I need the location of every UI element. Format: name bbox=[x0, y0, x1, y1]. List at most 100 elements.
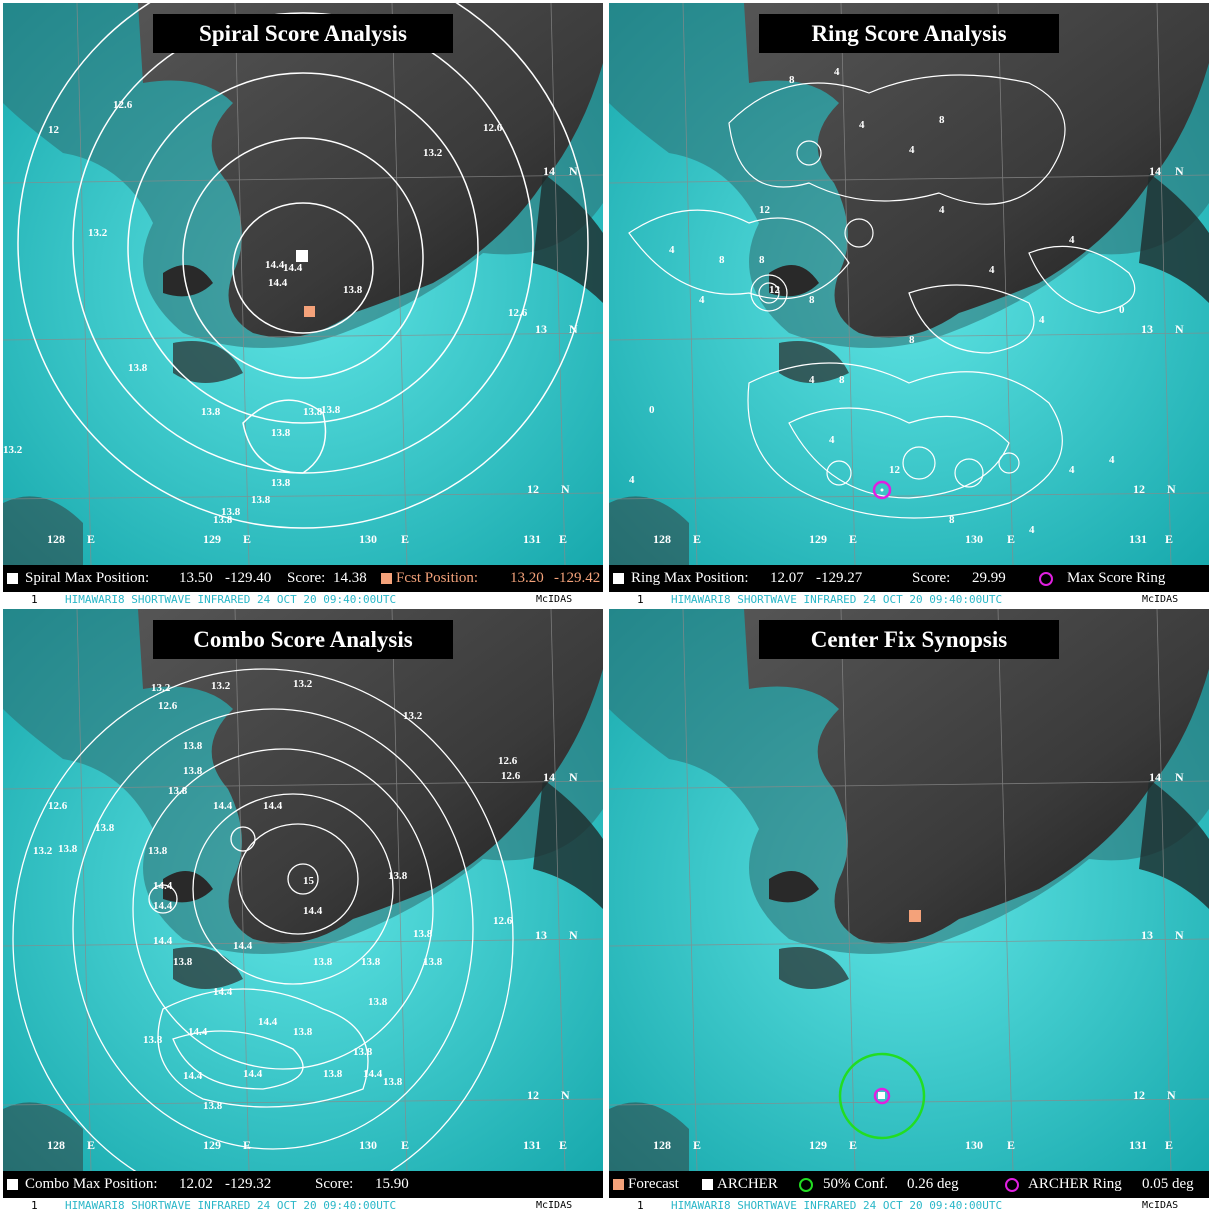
graticule-label: 128 bbox=[47, 1138, 65, 1152]
forecast-label: Forecast bbox=[628, 1176, 679, 1192]
contour-label: 8 bbox=[809, 294, 815, 306]
contour-label: 13.8 bbox=[173, 956, 193, 968]
contour-label: 13.8 bbox=[383, 1076, 403, 1088]
graticule-label: 13 bbox=[535, 928, 547, 942]
contour-label: 0 bbox=[649, 404, 655, 416]
contour-label: 14.4 bbox=[303, 905, 323, 917]
graticule-label: 129 bbox=[203, 1138, 221, 1152]
contour-label: 13.8 bbox=[201, 406, 221, 418]
contour-label: 13.8 bbox=[143, 1034, 163, 1046]
ring-max-lat: 12.07 bbox=[770, 570, 804, 586]
combo-max-label: Combo Max Position: bbox=[25, 1176, 158, 1192]
contour-label: 12 bbox=[769, 284, 781, 296]
graticule-label: 129 bbox=[809, 1138, 827, 1152]
contour-label: 8 bbox=[939, 114, 945, 126]
contour-label: 4 bbox=[699, 294, 705, 306]
graticule-label: E bbox=[87, 532, 95, 546]
graticule-label: E bbox=[1165, 1138, 1173, 1152]
map-svg: 12.612 12.613.213.214.414.414.413.812.613… bbox=[3, 3, 603, 565]
conf-label: 50% Conf. bbox=[823, 1176, 888, 1192]
graticule-label: E bbox=[849, 532, 857, 546]
graticule-label: N bbox=[569, 770, 578, 784]
archer-ring-icon bbox=[1005, 1171, 1019, 1198]
contour-label: 13.8 bbox=[323, 1068, 343, 1080]
contour-label: 4 bbox=[939, 204, 945, 216]
max-score-ring bbox=[872, 480, 892, 500]
panel-title: Ring Score Analysis bbox=[759, 14, 1059, 53]
combo-max-lon: -129.32 bbox=[225, 1176, 272, 1192]
graticule-label: E bbox=[401, 1138, 409, 1152]
fcst-label: Fcst Position: bbox=[396, 570, 479, 586]
graticule-label: 131 bbox=[523, 1138, 541, 1152]
footer-text: HIMAWARI8 SHORTWAVE INFRARED 24 OCT 20 0… bbox=[671, 593, 1003, 606]
graticule-label: 128 bbox=[653, 1138, 671, 1152]
contour-label: 14.4 bbox=[188, 1026, 208, 1038]
contour-label: 13.8 bbox=[58, 843, 78, 855]
contour-label: 14.4 bbox=[263, 800, 283, 812]
graticule-label: 130 bbox=[965, 532, 983, 546]
map-svg: 14 N 13 N 12 N 128 E 129 E 130 E 131 E bbox=[609, 609, 1209, 1171]
contour-label: 13.8 bbox=[353, 1046, 373, 1058]
footer-text: HIMAWARI8 SHORTWAVE INFRARED 24 OCT 20 0… bbox=[65, 593, 397, 606]
footer-text: HIMAWARI8 SHORTWAVE INFRARED 24 OCT 20 0… bbox=[65, 1199, 397, 1212]
frame-number: 1 bbox=[31, 1199, 38, 1212]
contour-label: 4 bbox=[1069, 464, 1075, 476]
graticule-label: E bbox=[401, 532, 409, 546]
archer-ring-value: 0.05 deg bbox=[1142, 1176, 1194, 1192]
contour-label: 13.8 bbox=[293, 1026, 313, 1038]
contour-label: 13.8 bbox=[361, 956, 381, 968]
contour-label: 13.8 bbox=[271, 427, 291, 439]
contour-label: 14.4 bbox=[268, 277, 288, 289]
combo-score-panel: 13.2 13.2 13.2 12.6 13.2 12.6 12.6 13.8 13.8 13.8… bbox=[3, 609, 603, 1213]
spiral-max-marker bbox=[296, 250, 308, 262]
spiral-max-label: Spiral Max Position: bbox=[25, 570, 150, 586]
contour-label: 13.2 bbox=[293, 678, 313, 690]
contour-label: 12.6 bbox=[493, 915, 513, 927]
graticule-label: N bbox=[569, 928, 578, 942]
contour-label: 12.6 bbox=[508, 307, 528, 319]
graticule-label: N bbox=[569, 164, 578, 178]
fcst-marker bbox=[304, 306, 315, 317]
graticule-label: 12 bbox=[527, 1088, 539, 1102]
contour-label: 13.8 bbox=[183, 765, 203, 777]
spiral-score-label: Score: bbox=[287, 570, 326, 586]
graticule-label: 13 bbox=[1141, 928, 1153, 942]
contour-label: 4 bbox=[989, 264, 995, 276]
combo-max-lat: 12.02 bbox=[179, 1176, 213, 1192]
ring-score-panel: 8 4 8 4 4 12 8 4 4 8 12 4 8 4 4 0 4 8 4 4 0 4 12 8 4 8 4 4 14 N 13 N 12… bbox=[609, 3, 1209, 607]
contour-label: 12.6 bbox=[158, 700, 178, 712]
frame-number: 1 bbox=[31, 593, 38, 606]
contour-label: 13.2 bbox=[3, 444, 23, 456]
contour-label: 12.6 bbox=[113, 99, 133, 111]
contour-lines bbox=[628, 74, 1136, 519]
archer-ring-label: ARCHER Ring bbox=[1028, 1176, 1122, 1192]
contour-label: 14.4 bbox=[233, 940, 253, 952]
graticule-label: 128 bbox=[47, 532, 65, 546]
spiral-max-lat: 13.50 bbox=[179, 570, 213, 586]
graticule-label: 129 bbox=[203, 532, 221, 546]
graticule-label: 14 bbox=[1149, 770, 1161, 784]
graticule-label: E bbox=[693, 532, 701, 546]
archer-label: ARCHER bbox=[717, 1176, 778, 1192]
frame-number: 1 bbox=[637, 1199, 644, 1212]
contour-label: 13.8 bbox=[251, 494, 271, 506]
contour-label: 4 bbox=[1029, 524, 1035, 536]
contour-label: 13.8 bbox=[368, 996, 388, 1008]
graticule-label: E bbox=[559, 1138, 567, 1152]
contour-label: 14.4 bbox=[213, 800, 233, 812]
graticule-label: E bbox=[1007, 1138, 1015, 1152]
satellite-image: 14 N 13 N 12 N 128 E 129 E 130 E 131 E bbox=[609, 609, 1209, 1171]
contour-label: 14.4 bbox=[153, 900, 173, 912]
max-score-ring-label: Max Score Ring bbox=[1067, 570, 1166, 586]
contour-label: 14.4 bbox=[265, 259, 285, 271]
contour-label: 14.4 bbox=[153, 935, 173, 947]
archer-swatch bbox=[702, 1171, 713, 1198]
panel-title: Combo Score Analysis bbox=[153, 620, 453, 659]
graticule-label: 13 bbox=[1141, 322, 1153, 336]
combo-score-value: 15.90 bbox=[375, 1176, 409, 1192]
ring-max-label: Ring Max Position: bbox=[631, 570, 749, 586]
contour-label: 8 bbox=[719, 254, 725, 266]
footer-text: HIMAWARI8 SHORTWAVE INFRARED 24 OCT 20 0… bbox=[671, 1199, 1003, 1212]
contour-label: 13.8 bbox=[213, 514, 233, 526]
graticule-label: 129 bbox=[809, 532, 827, 546]
